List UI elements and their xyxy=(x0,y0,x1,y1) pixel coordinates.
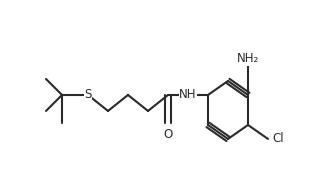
Text: S: S xyxy=(84,89,92,101)
Text: NH₂: NH₂ xyxy=(237,52,259,65)
Text: O: O xyxy=(164,128,172,142)
Text: NH: NH xyxy=(179,89,197,101)
Text: Cl: Cl xyxy=(272,132,284,146)
